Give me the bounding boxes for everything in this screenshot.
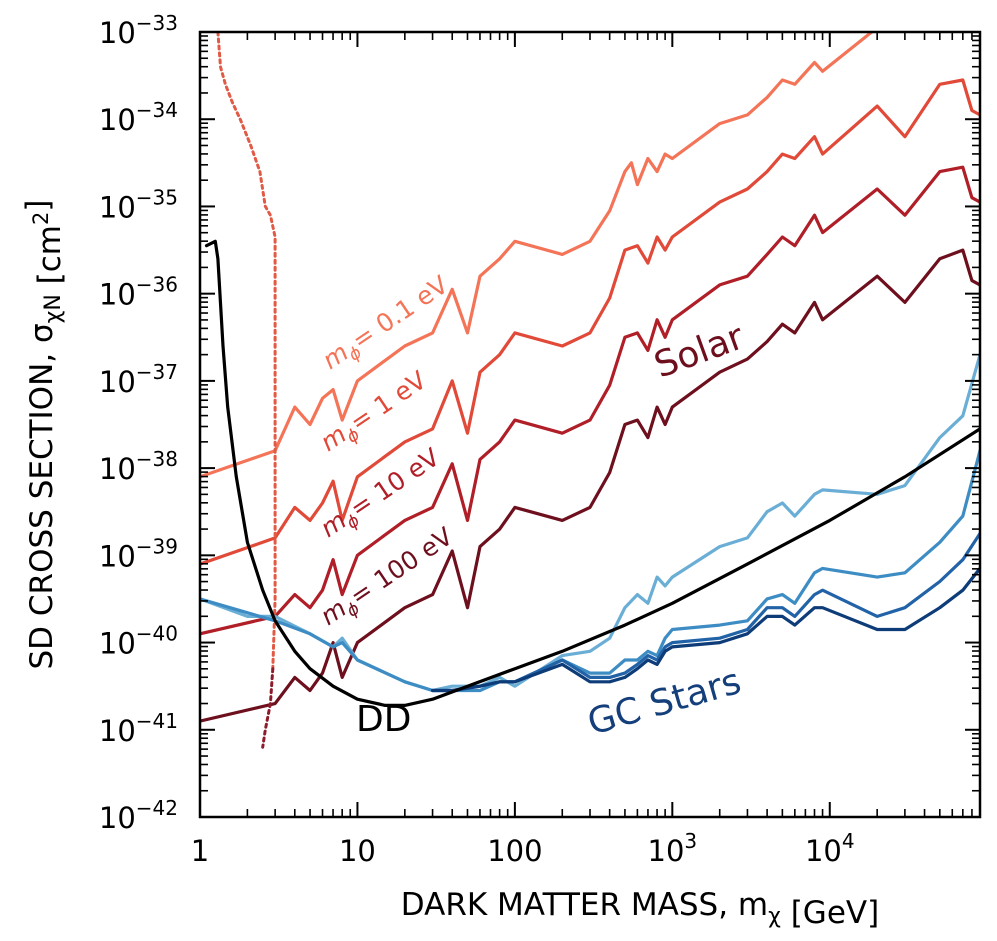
y-tick-label: 10−34 [99,98,178,137]
mphi-symbol: m [317,337,353,375]
x-tick-label: 1 [191,834,209,868]
x-axis-title: DARK MATTER MASS, mχ [GeV] [401,887,879,931]
y-tick-label: 10−33 [99,11,178,50]
label-dd: DD [356,699,411,740]
y-tick-label: 10−40 [99,622,178,661]
axes-layer: 1 10 100 103 104 10−42 10−41 10−40 10−39 10−38 10−… [20,11,982,931]
series-line-1 [200,78,980,566]
label-mphi-1: mϕ= 1 eV [315,365,434,461]
y-axis-title: SD CROSS SECTION, σχN [cm2] [20,200,68,670]
x-tick-label: 100 [487,834,542,868]
y-tick-label: 10−35 [99,185,178,224]
series-line-10 [204,239,980,707]
mphi-value: = 1 eV [345,365,432,437]
mphi-value: = 100 eV [345,522,458,611]
y-tick-label: 10−38 [99,447,178,486]
series-line-3 [200,248,980,723]
series-layer [200,32,980,749]
series-line-0 [200,32,875,479]
series-line-2 [200,165,980,636]
mphi-symbol: m [315,593,351,631]
label-solar: Solar [649,316,749,386]
x-tick-label: 103 [648,829,698,868]
mphi-value: = 10 eV [345,442,445,523]
series-line-7 [200,449,980,693]
y-tick-label: 10−39 [99,534,178,573]
x-tick-label: 104 [805,829,855,868]
mphi-symbol: m [315,419,351,457]
series-line-9 [431,566,980,693]
y-tick-label: 10−36 [99,273,178,312]
y-tick-label: 10−41 [99,709,178,748]
y-tick-label: 10−42 [99,796,178,835]
series-line-5 [261,667,275,749]
y-tick-label: 10−37 [99,360,178,399]
plot-frame [198,30,982,819]
x-tick-label: 10 [339,834,376,868]
series-line-4 [216,32,277,671]
mphi-value: = 0.1 eV [347,270,454,355]
